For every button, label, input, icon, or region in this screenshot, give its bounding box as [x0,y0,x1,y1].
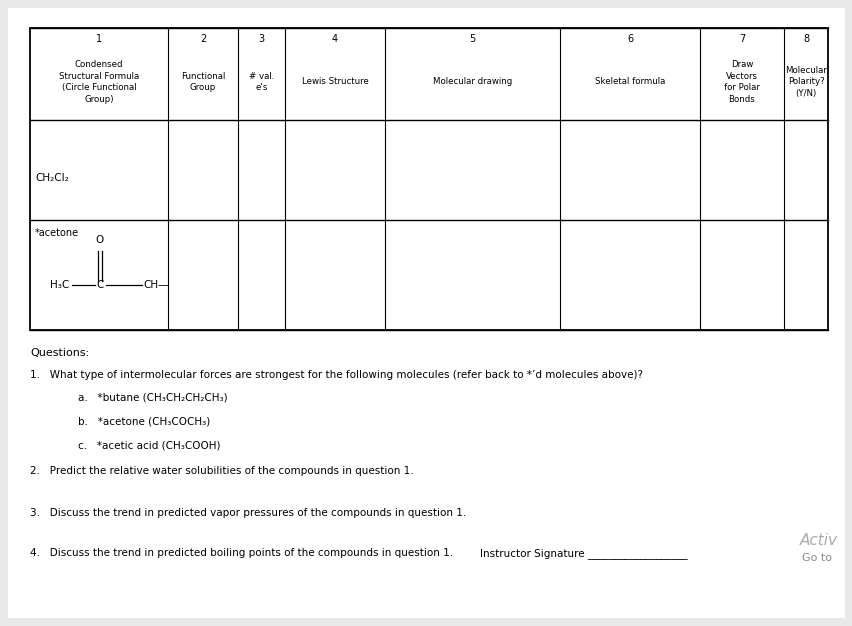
Text: 4: 4 [331,34,337,44]
Text: Activ: Activ [799,533,837,548]
Text: Molecular drawing: Molecular drawing [432,78,511,86]
Text: 1.   What type of intermolecular forces are strongest for the following molecule: 1. What type of intermolecular forces ar… [30,370,642,380]
Text: 3.   Discuss the trend in predicted vapor pressures of the compounds in question: 3. Discuss the trend in predicted vapor … [30,508,466,518]
Text: Questions:: Questions: [30,348,89,358]
Text: 4.   Discuss the trend in predicted boiling points of the compounds in question : 4. Discuss the trend in predicted boilin… [30,548,452,558]
Text: Condensed
Structural Formula
(Circle Functional
Group): Condensed Structural Formula (Circle Fun… [59,60,139,104]
Text: 1: 1 [95,34,102,44]
Text: 3: 3 [258,34,264,44]
Text: a.   *butane (CH₃CH₂CH₂CH₃): a. *butane (CH₃CH₂CH₂CH₃) [78,392,227,402]
Text: Molecular
Polarity?
(Y/N): Molecular Polarity? (Y/N) [784,66,826,98]
Text: 5: 5 [469,34,475,44]
Text: Draw
Vectors
for Polar
Bonds: Draw Vectors for Polar Bonds [723,60,759,104]
Text: *acetone: *acetone [35,228,79,238]
Text: 6: 6 [626,34,632,44]
Text: 7: 7 [738,34,745,44]
Text: CH—: CH— [143,280,169,290]
Text: b.   *acetone (CH₃COCH₃): b. *acetone (CH₃COCH₃) [78,416,210,426]
Bar [30,28,827,330]
Text: CH₂Cl₂: CH₂Cl₂ [35,173,69,183]
Text: H₃C: H₃C [50,280,69,290]
Text: 2.   Predict the relative water solubilities of the compounds in question 1.: 2. Predict the relative water solubiliti… [30,466,413,476]
Text: Lewis Structure: Lewis Structure [302,78,368,86]
Text: # val.
e's: # val. e's [249,72,273,92]
Text: C: C [96,280,104,290]
Text: Go to: Go to [801,553,831,563]
Text: Instructor Signature ___________________: Instructor Signature ___________________ [480,548,687,559]
Text: 8: 8 [802,34,808,44]
Text: O: O [95,235,104,245]
Text: Skeletal formula: Skeletal formula [594,78,665,86]
Text: c.   *acetic acid (CH₃COOH): c. *acetic acid (CH₃COOH) [78,440,220,450]
Text: 2: 2 [199,34,206,44]
Text: Functional
Group: Functional Group [181,72,225,92]
